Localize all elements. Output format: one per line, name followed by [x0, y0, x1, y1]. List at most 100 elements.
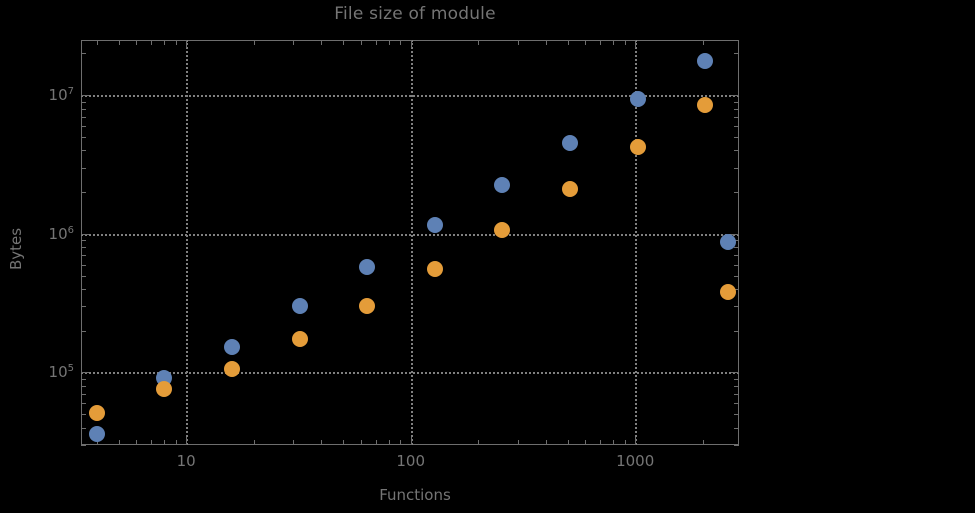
- y-axis-tick: [81, 233, 89, 235]
- plot-frame: [81, 40, 739, 445]
- x-axis-tick: [164, 440, 166, 445]
- y-axis-tick: [81, 101, 86, 103]
- x-axis-tick: [702, 40, 704, 45]
- x-axis-tick: [600, 440, 602, 445]
- data-point: [494, 222, 511, 239]
- y-axis-tick: [734, 240, 739, 242]
- y-axis-tick: [81, 275, 86, 277]
- data-point: [359, 298, 376, 315]
- x-axis-tick: [321, 440, 323, 445]
- y-gridline: [81, 372, 739, 375]
- x-axis-tick-label: 100: [396, 452, 425, 470]
- y-axis-tick: [81, 445, 86, 446]
- x-axis-tick: [293, 40, 295, 45]
- x-axis-tick: [624, 40, 626, 45]
- x-axis-tick: [400, 440, 402, 445]
- y-axis-tick: [734, 101, 739, 103]
- y-axis-tick: [81, 125, 86, 127]
- y-axis-tick: [734, 306, 739, 308]
- x-axis-tick: [375, 40, 377, 45]
- x-axis-tick: [545, 40, 547, 45]
- x-axis-tick: [96, 40, 98, 45]
- x-axis-tick: [175, 40, 177, 45]
- x-axis-tick: [635, 40, 637, 48]
- y-axis-tick: [734, 255, 739, 257]
- y-axis-tick: [731, 95, 739, 97]
- y-axis-tick: [81, 427, 86, 429]
- y-axis-tick: [81, 393, 86, 395]
- x-axis-tick: [635, 437, 637, 445]
- x-axis-tick: [702, 440, 704, 445]
- y-axis-tick: [81, 116, 86, 118]
- chart-title: File size of module: [334, 4, 496, 24]
- x-axis-tick: [293, 440, 295, 445]
- data-point: [224, 360, 240, 377]
- y-axis-tick-label-exponent: 7: [67, 86, 74, 98]
- x-axis-tick-label: 1000: [616, 452, 655, 470]
- y-axis-tick: [734, 289, 739, 291]
- x-gridline: [635, 40, 638, 445]
- data-point: [426, 217, 443, 234]
- y-axis-tick: [731, 372, 739, 374]
- x-axis-tick: [151, 440, 153, 445]
- x-axis-tick: [388, 440, 390, 445]
- y-axis-tick: [81, 255, 86, 257]
- y-axis-tick: [734, 136, 739, 138]
- y-axis-tick: [734, 53, 739, 55]
- x-gridline: [186, 40, 189, 445]
- data-point: [561, 181, 578, 198]
- y-axis-tick: [81, 372, 89, 374]
- y-axis-tick-label-base: 10: [48, 86, 68, 105]
- x-axis-tick-label: 10: [176, 452, 196, 470]
- data-point: [88, 405, 105, 422]
- y-axis-tick-label-base: 10: [48, 224, 68, 243]
- x-axis-title: Functions: [379, 486, 451, 504]
- y-axis-tick-label: 106: [49, 225, 74, 243]
- y-axis-tick: [81, 167, 86, 169]
- data-point: [697, 53, 714, 70]
- x-axis-tick: [360, 440, 362, 445]
- data-point: [156, 381, 173, 398]
- y-axis-title: Bytes: [7, 227, 25, 271]
- y-gridline: [81, 95, 739, 98]
- x-axis-tick: [517, 440, 519, 445]
- y-axis-tick: [734, 403, 739, 405]
- y-axis-tick: [81, 403, 86, 405]
- y-axis-tick: [734, 247, 739, 249]
- x-axis-tick: [375, 440, 377, 445]
- y-axis-tick-labels: 105 106 107: [0, 0, 74, 513]
- x-axis-tick: [186, 40, 188, 48]
- data-point: [291, 298, 308, 315]
- y-gridline: [81, 233, 739, 236]
- x-axis-tick: [186, 437, 188, 445]
- x-axis-tick: [567, 440, 569, 445]
- x-axis-tick: [478, 40, 480, 45]
- data-point: [88, 426, 105, 443]
- x-axis-tick: [613, 440, 615, 445]
- y-axis-tick: [734, 192, 739, 194]
- y-axis-tick: [734, 116, 739, 118]
- data-point: [426, 260, 443, 277]
- data-point: [561, 135, 578, 152]
- y-axis-tick: [734, 414, 739, 416]
- x-axis-tick: [136, 40, 138, 45]
- data-point: [697, 96, 714, 113]
- y-axis-tick: [734, 167, 739, 169]
- x-axis-tick: [164, 40, 166, 45]
- y-axis-tick: [734, 385, 739, 387]
- y-axis-tick: [734, 150, 739, 152]
- x-axis-tick: [321, 40, 323, 45]
- y-axis-tick: [81, 150, 86, 152]
- y-axis-tick: [81, 240, 86, 242]
- y-axis-tick: [81, 108, 86, 110]
- y-axis-tick-label-base: 10: [48, 363, 68, 382]
- y-axis-tick-label: 107: [49, 86, 74, 104]
- x-axis-tick: [478, 440, 480, 445]
- x-axis-tick: [613, 40, 615, 45]
- x-axis-tick: [118, 440, 120, 445]
- data-point: [629, 90, 646, 107]
- y-axis-tick: [81, 330, 86, 332]
- x-axis-tick: [545, 440, 547, 445]
- x-axis-tick: [253, 440, 255, 445]
